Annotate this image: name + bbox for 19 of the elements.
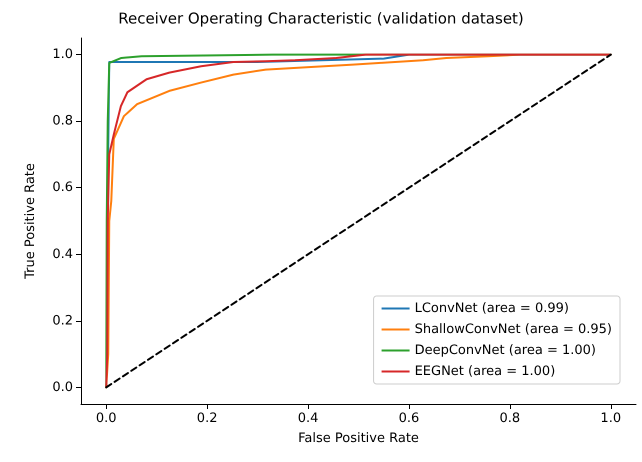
y-axis-title: True Positive Rate [23,163,38,280]
legend-label: ShallowConvNet (area = 0.95) [414,322,612,337]
x-tick-label: 0.2 [196,411,218,426]
x-tick-label: 0.8 [500,411,520,426]
y-tick-label: 0.4 [52,246,73,262]
legend-label: EEGNet (area = 1.00) [414,364,556,379]
y-tick-label: 1.0 [52,47,73,62]
x-tick-label: 0.0 [96,411,117,426]
legend-label: LConvNet (area = 0.99) [414,301,569,316]
x-tick-label: 1.0 [600,411,622,426]
y-tick-label: 0.0 [52,380,73,395]
x-tick-label: 0.4 [298,411,318,426]
x-axis-title: False Positive Rate [298,431,419,446]
y-tick-label: 0.2 [52,313,73,328]
y-tick-label: 0.8 [52,114,73,129]
legend-label: DeepConvNet (area = 1.00) [414,343,596,358]
x-tick-label: 0.6 [398,411,420,426]
chart-title: Receiver Operating Characteristic (validation dataset) [118,10,524,28]
y-tick-label: 0.6 [52,180,73,196]
